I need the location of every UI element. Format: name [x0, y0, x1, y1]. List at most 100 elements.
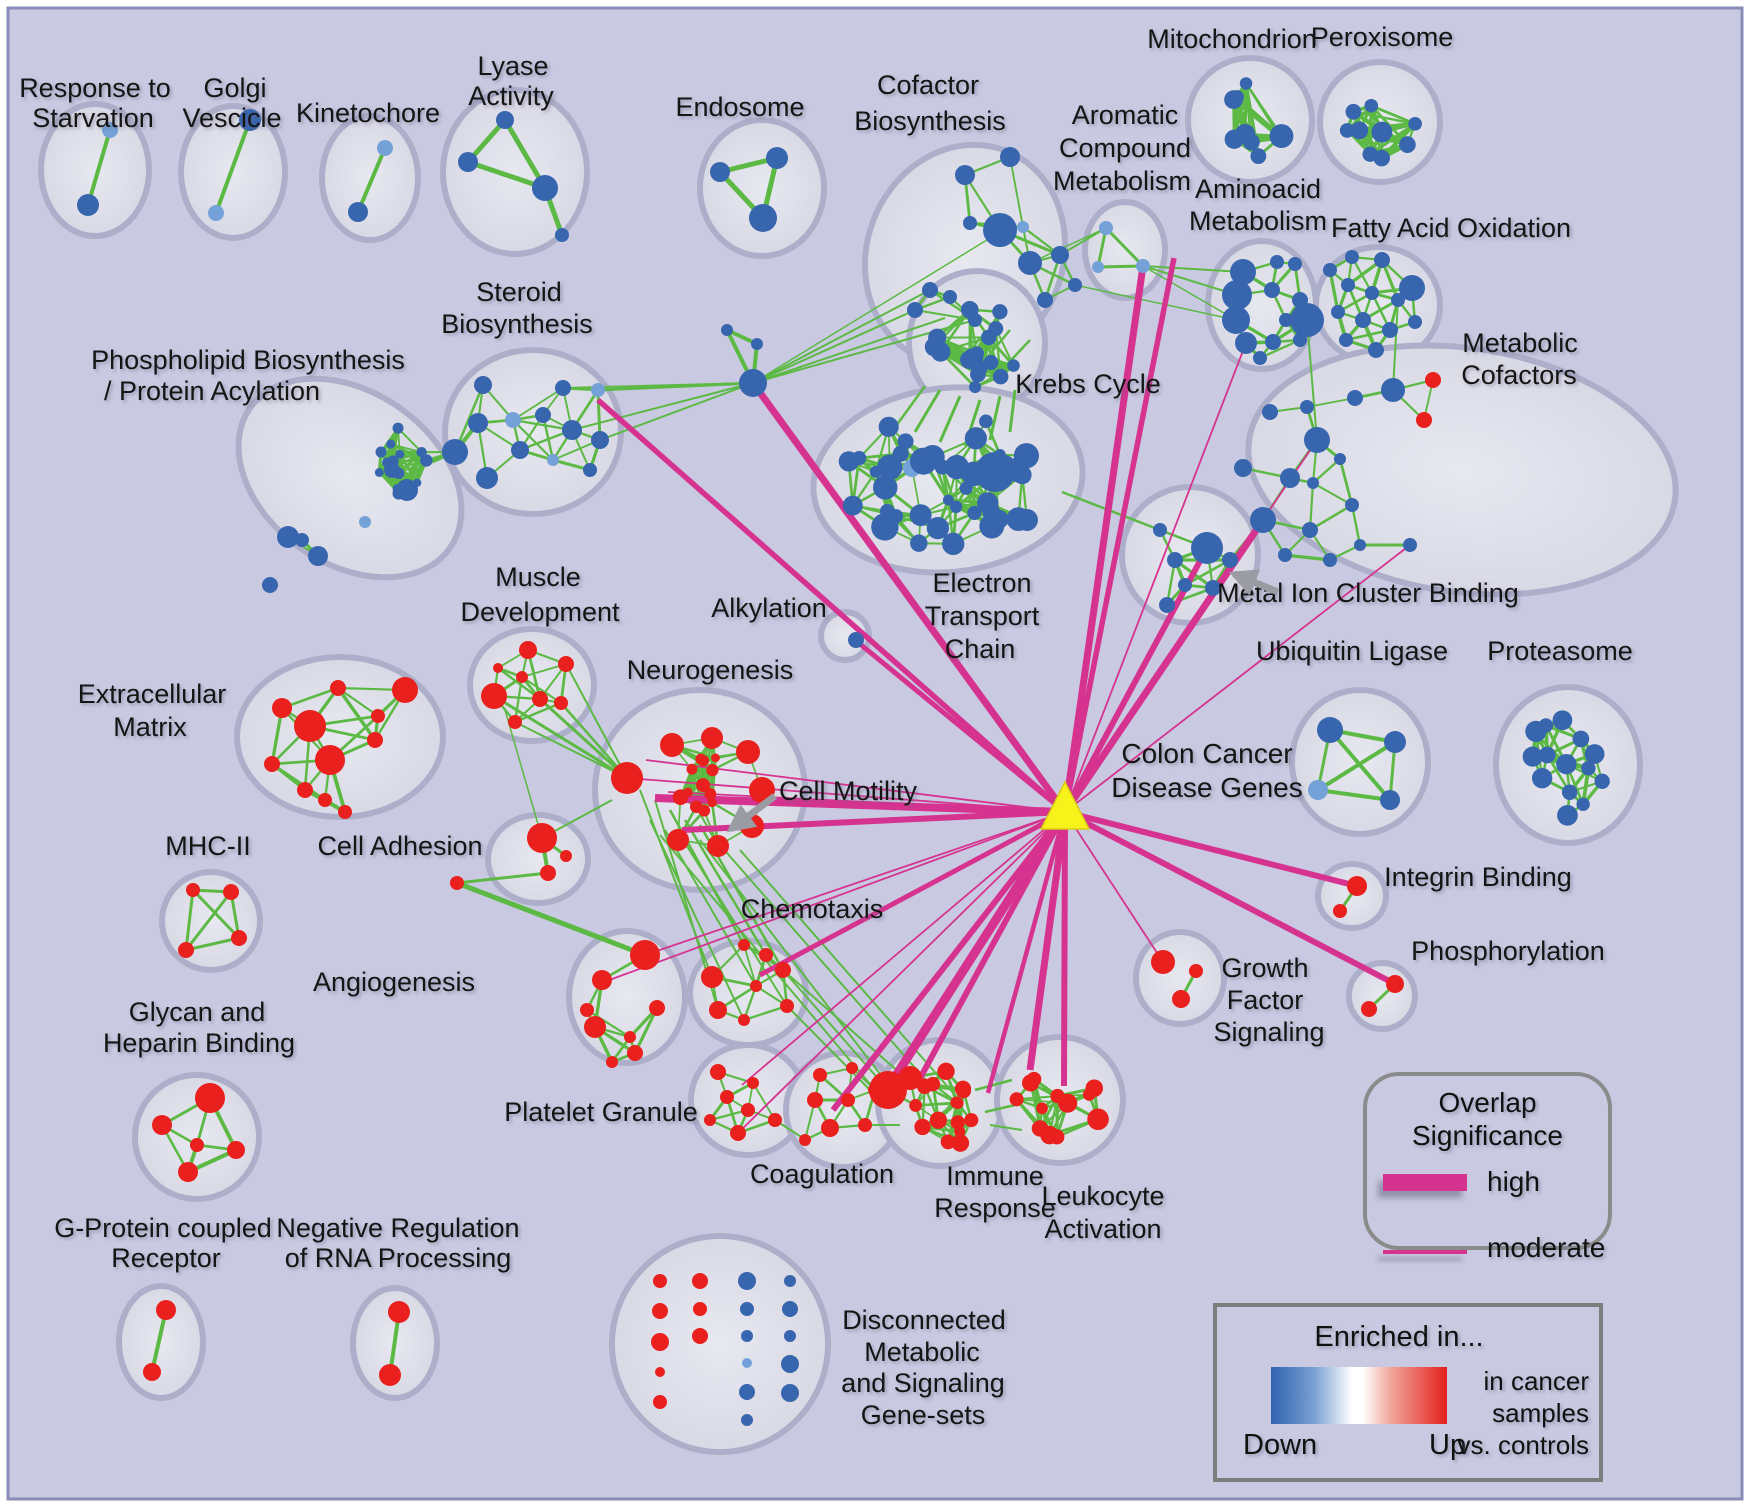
gene-set-node [877, 454, 903, 481]
overlap-edge-moderate [667, 791, 1066, 813]
cluster-label-aromatic-compound: Metabolism [1053, 166, 1191, 196]
cluster-label-electron-transport-chain: Chain [945, 634, 1016, 664]
gene-set-node [914, 1118, 931, 1136]
gene-set-node [963, 348, 981, 365]
overlap-edge-moderate [737, 811, 1066, 1134]
intra-edge [1259, 338, 1301, 360]
gene-set-node [624, 1031, 636, 1043]
gene-set-node [208, 205, 224, 221]
gene-set-node [909, 504, 932, 527]
cluster-label-metal-ion-cluster-binding: Metal Ion Cluster Binding [1217, 578, 1519, 608]
intra-edge [1104, 226, 1145, 268]
intra-edge [1353, 110, 1416, 125]
gene-set-node [1386, 975, 1404, 993]
cluster-label-integrin-binding: Integrin Binding [1384, 862, 1572, 892]
gene-set-node [1408, 315, 1422, 329]
overlap-legend-title: Overlap Significance [1412, 1087, 1563, 1151]
cluster-label-response-starvation: Response to [19, 73, 171, 103]
gene-set-node [1339, 333, 1353, 347]
intra-edge [1328, 269, 1340, 313]
gene-set-node [1355, 312, 1371, 328]
gene-set-node [690, 800, 703, 813]
gene-set-node [1290, 303, 1324, 337]
gene-set-node [1302, 522, 1318, 538]
gene-set-node [943, 290, 957, 304]
inter-edge [974, 1078, 1013, 1092]
inter-edge [1392, 299, 1399, 391]
gene-set-node [272, 698, 292, 718]
gene-set-node [1280, 468, 1300, 488]
gene-set-node [315, 745, 345, 775]
cluster-ellipse-kinetochore [319, 113, 421, 243]
cluster-label-aminoacid-metabolism: Metabolism [1189, 206, 1327, 236]
gene-set-node [591, 383, 605, 397]
gene-set-node [1572, 730, 1590, 748]
up-label: Up [1429, 1429, 1467, 1461]
cluster-ellipse-g-protein-coupled-receptor [116, 1283, 206, 1401]
gene-set-node [1189, 964, 1203, 978]
gene-set-node [838, 451, 859, 472]
gene-set-node [922, 282, 938, 298]
inter-edge [1142, 265, 1244, 273]
gene-set-node [992, 368, 1009, 385]
gene-set-node [721, 324, 733, 336]
overlap-edge-high [1061, 265, 1147, 813]
intra-edge [687, 757, 717, 793]
overlap-edge-high [830, 810, 1068, 1112]
cluster-ellipse-disconnected-gene-sets [609, 1233, 831, 1455]
gene-set-node [821, 1119, 839, 1137]
intra-edge [191, 888, 241, 940]
gene-set-node [393, 467, 405, 480]
overlap-edge-moderate [603, 811, 1066, 983]
high-significance-swatch [1383, 1173, 1467, 1191]
gene-set-node [1382, 322, 1398, 338]
gene-set-node [295, 533, 309, 547]
inter-edge [659, 834, 876, 1091]
gene-set-node [231, 930, 247, 946]
gene-set-node [930, 341, 951, 362]
gene-set-node [710, 162, 730, 182]
gene-set-node [1530, 728, 1543, 741]
gene-set-node [736, 740, 760, 764]
overlap-edge-high [758, 809, 1067, 978]
gene-set-node [747, 1077, 759, 1089]
gene-set-node [964, 1113, 979, 1128]
gene-set-node [759, 948, 773, 962]
cluster-label-coagulation: Coagulation [750, 1159, 894, 1189]
gene-set-node [740, 1302, 754, 1316]
inter-edge [752, 231, 1001, 384]
gene-set-node [535, 407, 551, 423]
cluster-label-proteasome: Proteasome [1487, 636, 1633, 666]
gene-set-node [1345, 103, 1362, 120]
gene-set-node [1012, 465, 1032, 485]
gene-set-node [1288, 257, 1302, 271]
gene-set-node [156, 1300, 176, 1320]
overlap-edge-high [884, 809, 1069, 1091]
gene-set-node [651, 1333, 669, 1351]
cluster-label-glycan-heparin-binding: Heparin Binding [103, 1028, 295, 1058]
intra-edge [512, 387, 564, 421]
inter-edge [984, 1103, 1016, 1114]
gene-set-node [1037, 292, 1053, 308]
gene-set-node [780, 999, 794, 1013]
gene-set-node [742, 1358, 752, 1368]
gene-set-node [940, 1134, 956, 1150]
inter-edge [719, 844, 931, 1086]
gene-set-node [960, 300, 979, 319]
cell-motility-label: Cell Motility [779, 776, 918, 806]
gene-set-node [701, 966, 723, 988]
gene-set-node [979, 414, 993, 429]
moderate-label: moderate [1487, 1232, 1606, 1263]
gene-set-node [1006, 507, 1031, 531]
gene-set-node [1205, 580, 1221, 596]
gene-set-node [910, 534, 928, 552]
gene-set-node [942, 532, 965, 556]
gene-set-node [841, 1093, 855, 1107]
inter-edge [649, 819, 745, 1021]
gene-set-node [505, 412, 521, 428]
gene-set-node [294, 710, 326, 742]
intra-edge [397, 427, 423, 453]
gene-set-node [1230, 259, 1256, 285]
gene-set-node [1250, 148, 1267, 165]
gene-set-node [1253, 351, 1267, 365]
